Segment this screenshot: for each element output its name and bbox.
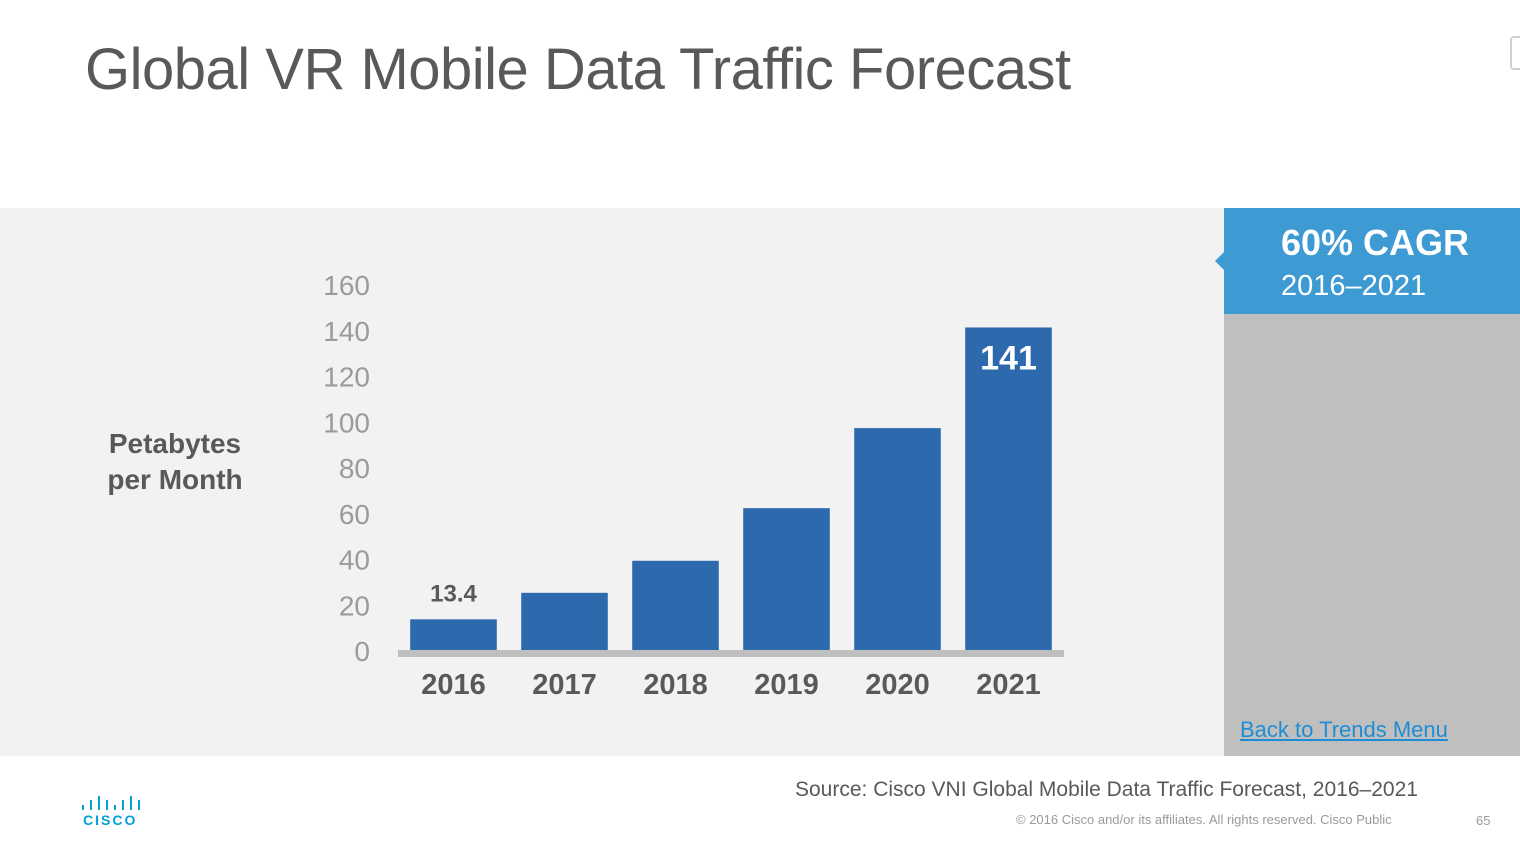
cisco-bars-icon xyxy=(82,796,140,810)
bar-2016 xyxy=(410,619,497,650)
cagr-callout: 60% CAGR 2016–2021 xyxy=(1215,208,1520,314)
x-tick-label: 2020 xyxy=(865,669,930,701)
y-tick-label: 140 xyxy=(323,316,370,347)
y-tick-label: 80 xyxy=(339,453,370,484)
y-tick-label: 20 xyxy=(339,590,370,621)
y-tick-label: 160 xyxy=(323,270,370,301)
bar-chart: 0 20 40 60 80 100 120 140 160 13.4 2016 2017 2018 201… xyxy=(323,270,1064,701)
y-tick-label: 40 xyxy=(339,545,370,576)
source-note: Source: Cisco VNI Global Mobile Data Tra… xyxy=(795,778,1418,801)
cisco-logo: CISCO xyxy=(78,794,144,830)
bar-2019 xyxy=(743,508,830,650)
y-tick-label: 60 xyxy=(339,499,370,530)
y-tick-label: 100 xyxy=(323,407,370,438)
back-to-trends-link[interactable]: Back to Trends Menu xyxy=(1240,717,1448,742)
copyright-text: © 2016 Cisco and/or its affiliates. All … xyxy=(1016,812,1392,827)
cisco-wordmark: CISCO xyxy=(83,812,138,828)
cagr-period: 2016–2021 xyxy=(1281,270,1427,302)
bar-2018 xyxy=(632,560,719,650)
cagr-value: 60% CAGR xyxy=(1281,222,1470,263)
y-tick-label: 0 xyxy=(354,636,370,667)
bar-2020 xyxy=(854,428,941,650)
corner-mark xyxy=(1510,36,1520,70)
y-axis-label-line-2: per Month xyxy=(107,464,243,495)
page-number: 65 xyxy=(1476,813,1491,828)
x-tick-label: 2019 xyxy=(754,669,819,701)
y-axis-label: Petabytes per Month xyxy=(60,426,290,498)
y-tick-label: 120 xyxy=(323,362,370,393)
y-axis-label-line-1: Petabytes xyxy=(108,428,242,459)
x-tick-label: 2021 xyxy=(976,669,1041,701)
data-label-2016: 13.4 xyxy=(430,580,477,607)
x-tick-label: 2018 xyxy=(643,669,708,701)
x-tick-label: 2017 xyxy=(532,669,597,701)
bar-2017 xyxy=(521,592,608,650)
slide-title: Global VR Mobile Data Traffic Forecast xyxy=(85,37,1071,102)
bar-2021 xyxy=(965,327,1052,650)
x-axis-line xyxy=(398,650,1064,657)
x-tick-label: 2016 xyxy=(421,669,486,701)
side-panel xyxy=(1224,314,1520,756)
data-label-2021: 141 xyxy=(980,339,1037,377)
